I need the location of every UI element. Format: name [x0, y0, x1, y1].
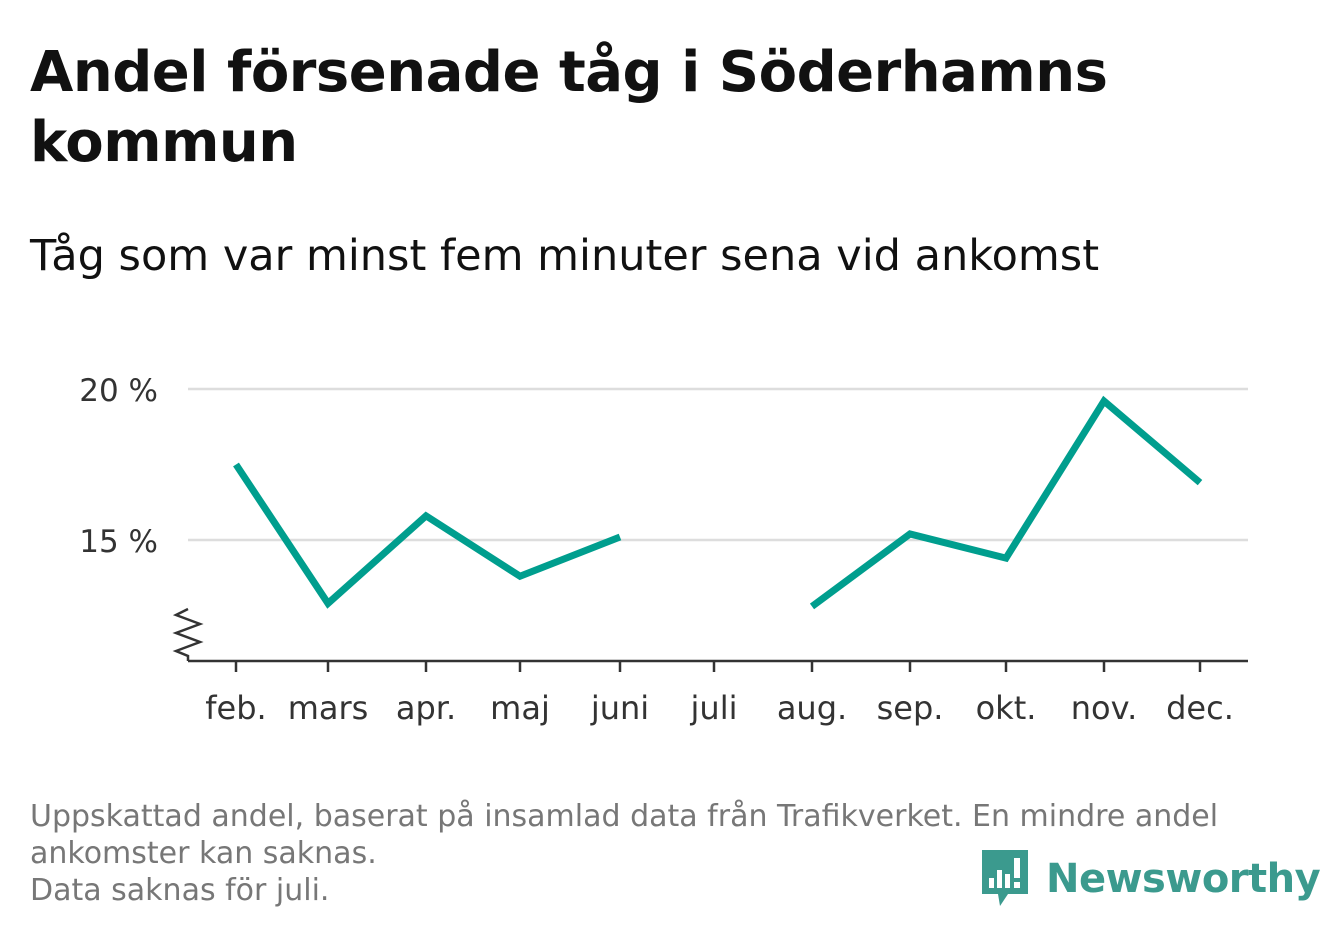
chart-subtitle: Tåg som var minst fem minuter sena vid a…	[30, 231, 1100, 281]
x-tick-label: feb.	[205, 689, 266, 727]
y-tick-label: 20 %	[79, 373, 158, 409]
x-tick-label: sep.	[877, 689, 944, 727]
footnote-line: Uppskattad andel, baserat på insamlad da…	[30, 799, 1219, 834]
series-lines	[233, 395, 1203, 610]
x-tick-label: juni	[590, 689, 649, 727]
line-chart: 15 % 20 % feb. mars apr. maj juni juli aug. sep. o…	[79, 373, 1248, 727]
x-tick-label: okt.	[976, 689, 1037, 727]
newsworthy-logo-icon	[982, 850, 1028, 906]
axes: 15 % 20 % feb. mars apr. maj juni juli aug. sep. o…	[79, 373, 1248, 727]
x-tick-label: maj	[490, 689, 550, 727]
x-tick-label: aug.	[777, 689, 847, 727]
x-tick-label: apr.	[396, 689, 456, 727]
y-tick-label: 15 %	[79, 524, 158, 560]
series-line	[233, 462, 622, 609]
footnote: Uppskattad andel, baserat på insamlad da…	[30, 798, 1290, 909]
footnote-line: Data saknas för juli.	[30, 873, 330, 908]
x-tick-label: juli	[690, 689, 738, 727]
footnote-line: ankomster kan saknas.	[30, 836, 377, 871]
newsworthy-logo[interactable]: Newsworthy	[980, 848, 1321, 910]
x-tick-label: dec.	[1166, 689, 1234, 727]
series-line	[809, 395, 1203, 610]
brand-name: Newsworthy	[1046, 856, 1321, 902]
chart-title: Andel försenade tåg i Söderhamns kommun	[30, 40, 1108, 175]
x-tick-label: mars	[288, 689, 369, 727]
x-tick-label: nov.	[1071, 689, 1137, 727]
axis-break-icon	[172, 607, 204, 661]
gridlines	[188, 387, 1248, 542]
